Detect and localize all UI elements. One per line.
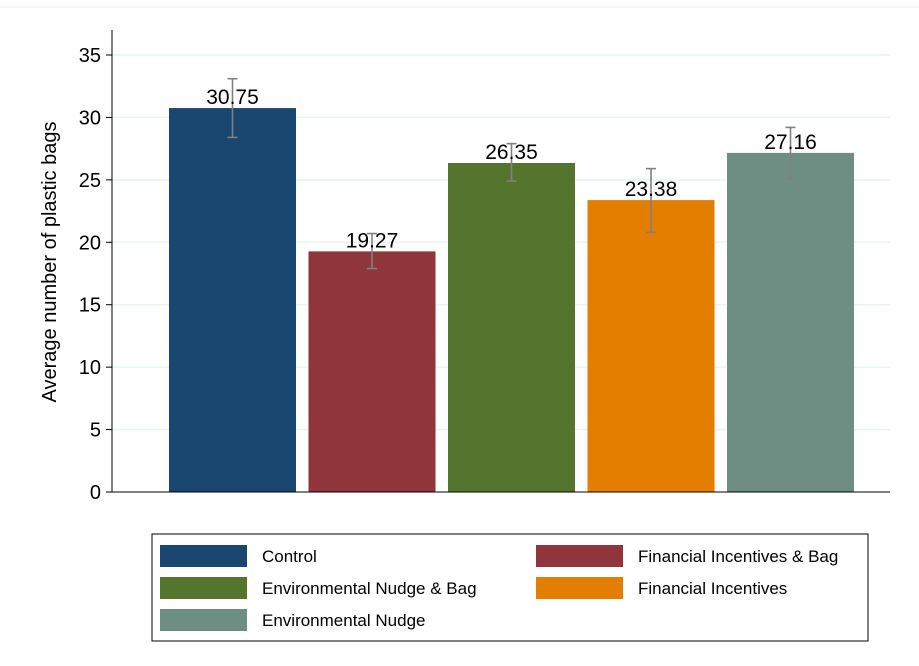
bar-value-label: 30.75 <box>206 86 259 109</box>
y-axis-title: Average number of plastic bags <box>39 122 61 403</box>
error-bars <box>227 77 796 270</box>
y-tick-label: 5 <box>90 420 101 442</box>
bar <box>448 163 575 492</box>
y-tick-label: 20 <box>79 232 101 254</box>
bar-value-label: 26.35 <box>485 141 538 164</box>
y-tick-label: 10 <box>79 357 101 379</box>
legend: Control Financial Incentives & Bag Environ… <box>151 533 869 642</box>
legend-label: Financial Incentives & Bag <box>638 547 838 566</box>
bar-value-label: 27.16 <box>764 131 817 154</box>
bar <box>169 108 296 493</box>
y-tick-label: 35 <box>79 45 101 67</box>
legend-label: Environmental Nudge <box>262 611 425 630</box>
legend-swatch <box>160 545 247 567</box>
legend-box <box>151 533 869 642</box>
legend-label: Control <box>262 547 317 566</box>
y-axis: 0 5 10 15 20 25 30 35 <box>79 30 890 504</box>
bars <box>169 108 854 493</box>
y-tick-label: 30 <box>79 107 101 129</box>
legend-label: Financial Incentives <box>638 579 787 598</box>
data-labels: 30.75 19.27 26.35 23.38 27.16 <box>206 86 817 252</box>
bar-value-label: 23.38 <box>625 178 678 201</box>
bar-value-label: 19.27 <box>346 229 399 252</box>
legend-swatch <box>536 545 623 567</box>
bar <box>727 152 854 492</box>
y-tick-label: 15 <box>79 295 101 317</box>
y-tick-label: 0 <box>90 482 101 504</box>
bar <box>308 251 436 492</box>
legend-swatch <box>160 577 247 599</box>
legend-swatch <box>160 609 247 631</box>
y-tick-label: 25 <box>79 170 101 192</box>
bar <box>587 200 715 493</box>
legend-label: Environmental Nudge & Bag <box>262 579 477 598</box>
legend-swatch <box>536 577 623 599</box>
